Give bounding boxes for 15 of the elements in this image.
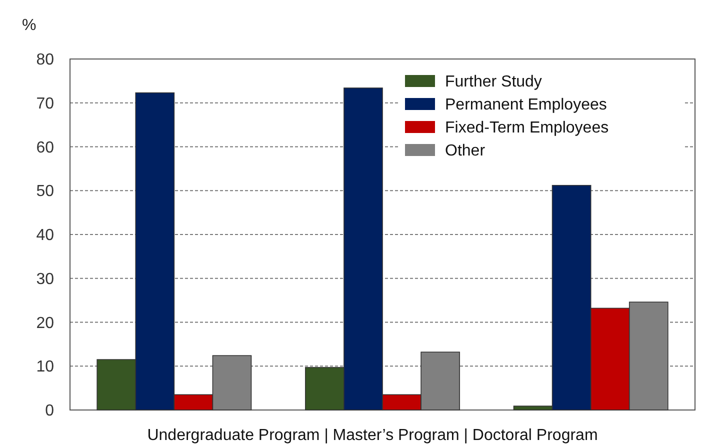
legend-label: Other [445, 142, 486, 160]
y-tick-label: 0 [45, 402, 54, 420]
y-tick-label: 60 [36, 139, 54, 156]
legend-label: Permanent Employees [445, 96, 607, 114]
y-tick-label: 70 [36, 95, 54, 112]
y-tick-label: 40 [36, 227, 54, 244]
y-tick-label: 20 [36, 314, 54, 332]
y-tick-label: 10 [36, 358, 54, 376]
legend-label: Fixed-Term Employees [445, 120, 609, 137]
legend-label: Further Study [445, 74, 542, 91]
y-tick-label: 50 [36, 183, 54, 200]
y-tick-label: 80 [36, 52, 54, 69]
y-tick-label: 30 [36, 270, 54, 288]
x-axis-title: Undergraduate Program | Master’s Program | Doctoral Program [147, 427, 598, 444]
y-axis-title: % [22, 17, 36, 34]
